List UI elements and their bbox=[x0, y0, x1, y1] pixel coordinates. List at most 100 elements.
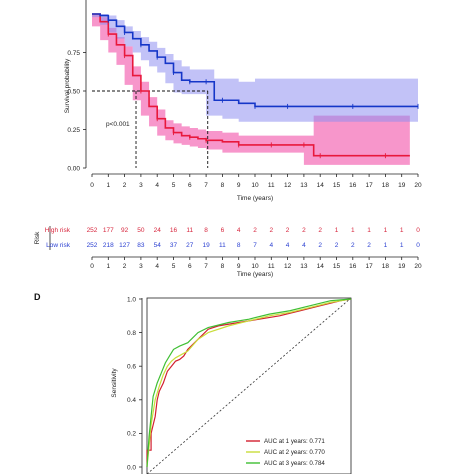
risk-x-tick-label: 17 bbox=[365, 263, 373, 270]
risk-cell: 177 bbox=[103, 227, 114, 234]
risk-cell: 4 bbox=[286, 242, 290, 249]
risk-x-tick-label: 4 bbox=[155, 263, 159, 270]
risk-x-tick-label: 20 bbox=[414, 263, 422, 270]
risk-cell: 7 bbox=[253, 242, 257, 249]
risk-cell: 27 bbox=[186, 242, 194, 249]
km-x-tick-label: 8 bbox=[221, 182, 225, 189]
risk-x-tick-label: 3 bbox=[139, 263, 143, 270]
risk-cell: 2 bbox=[318, 227, 322, 234]
risk-x-tick-label: 15 bbox=[333, 263, 341, 270]
roc-y-tick-label: 0.6 bbox=[127, 364, 136, 371]
km-y-tick-label: 0.00 bbox=[67, 165, 80, 172]
roc-curve-0 bbox=[146, 298, 352, 467]
risk-cell: 1 bbox=[384, 227, 388, 234]
risk-cell: 2 bbox=[318, 242, 322, 249]
risk-x-tick-label: 10 bbox=[251, 263, 259, 270]
risk-x-ticks: 0 1 2 3 4 5 6 7 8 9 10 11 12 13 14 15 16 17 18 19 20 bbox=[90, 257, 422, 270]
risk-x-tick-label: 19 bbox=[398, 263, 406, 270]
risk-cell: 4 bbox=[237, 227, 241, 234]
risk-cell: 16 bbox=[170, 227, 178, 234]
risk-cell: 252 bbox=[87, 227, 98, 234]
risk-x-tick-label: 11 bbox=[268, 263, 275, 270]
risk-cell: 1 bbox=[400, 227, 404, 234]
km-x-tick-label: 19 bbox=[398, 182, 406, 189]
risk-cell: 2 bbox=[302, 227, 306, 234]
risk-cell: 83 bbox=[137, 242, 145, 249]
roc-y-tick-label: 0.4 bbox=[127, 397, 136, 404]
roc-legend: AUC at 1 years: 0.771 AUC at 2 years: 0.7… bbox=[246, 438, 325, 467]
km-x-tick-label: 10 bbox=[251, 182, 259, 189]
risk-cell: 1 bbox=[384, 242, 388, 249]
roc-y-ticks: 0.0 0.2 0.4 0.6 0.8 1.0 bbox=[127, 296, 142, 471]
km-y-tick-label: 0.25 bbox=[67, 127, 80, 134]
risk-cell: 37 bbox=[170, 242, 178, 249]
risk-cell: 252 bbox=[87, 242, 98, 249]
panel-label-d: D bbox=[34, 292, 41, 302]
risk-x-axis-label: Time (years) bbox=[237, 271, 273, 278]
km-x-tick-label: 15 bbox=[333, 182, 341, 189]
roc-y-tick-label: 1.0 bbox=[127, 296, 136, 303]
risk-cell: 2 bbox=[253, 227, 257, 234]
km-x-tick-label: 14 bbox=[317, 182, 325, 189]
risk-x-tick-label: 16 bbox=[349, 263, 357, 270]
risk-cell: 1 bbox=[335, 227, 339, 234]
risk-cell: 50 bbox=[137, 227, 145, 234]
risk-cell: 2 bbox=[269, 227, 273, 234]
risk-row-label-low: Low risk bbox=[46, 242, 71, 249]
km-x-tick-label: 5 bbox=[172, 182, 176, 189]
km-x-tick-label: 1 bbox=[106, 182, 110, 189]
roc-y-tick-label: 0.8 bbox=[127, 330, 136, 337]
roc-plot-frame bbox=[146, 297, 352, 474]
risk-cell: 6 bbox=[221, 227, 225, 234]
risk-cell: 1 bbox=[367, 227, 371, 234]
roc-curve-2 bbox=[146, 298, 352, 468]
roc-curves bbox=[146, 298, 352, 468]
km-x-tick-label: 3 bbox=[139, 182, 143, 189]
km-x-tick-label: 0 bbox=[90, 182, 94, 189]
risk-cell: 0 bbox=[416, 242, 420, 249]
risk-cell: 11 bbox=[219, 242, 226, 249]
km-y-axis-label: Survival probability bbox=[64, 58, 71, 113]
risk-cell: 11 bbox=[186, 227, 193, 234]
km-median-lines bbox=[92, 90, 209, 168]
risk-y-axis-label: Risk bbox=[34, 231, 41, 244]
risk-row-label-high: High risk bbox=[45, 227, 71, 234]
risk-x-tick-label: 1 bbox=[106, 263, 110, 270]
risk-cell: 1 bbox=[400, 242, 404, 249]
km-x-tick-label: 18 bbox=[382, 182, 390, 189]
risk-x-tick-label: 14 bbox=[317, 263, 325, 270]
roc-legend-label-1: AUC at 2 years: 0.770 bbox=[264, 449, 325, 456]
km-x-tick-label: 17 bbox=[365, 182, 373, 189]
risk-x-tick-label: 2 bbox=[123, 263, 127, 270]
risk-x-tick-label: 7 bbox=[204, 263, 208, 270]
km-pvalue-annotation: p<0.001 bbox=[106, 121, 130, 128]
risk-cell: 92 bbox=[121, 227, 129, 234]
km-x-tick-label: 9 bbox=[237, 182, 241, 189]
risk-cell: 54 bbox=[154, 242, 162, 249]
km-x-tick-label: 12 bbox=[284, 182, 292, 189]
risk-cell: 8 bbox=[204, 227, 208, 234]
risk-x-tick-label: 9 bbox=[237, 263, 241, 270]
risk-cell: 8 bbox=[237, 242, 241, 249]
risk-cell: 2 bbox=[286, 227, 290, 234]
km-x-tick-label: 13 bbox=[300, 182, 308, 189]
risk-cell: 4 bbox=[302, 242, 306, 249]
risk-cell: 0 bbox=[416, 227, 420, 234]
km-x-tick-label: 16 bbox=[349, 182, 357, 189]
roc-legend-label-2: AUC at 3 years: 0.784 bbox=[264, 460, 325, 467]
roc-plot-axes: Sensitivity bbox=[111, 297, 352, 474]
risk-x-tick-label: 6 bbox=[188, 263, 192, 270]
km-y-ticks: 0.00 0.25 0.50 0.75 bbox=[67, 50, 86, 172]
roc-curve-1 bbox=[146, 298, 352, 468]
risk-cell: 2 bbox=[351, 242, 355, 249]
km-line-0 bbox=[92, 13, 410, 157]
km-x-tick-label: 2 bbox=[123, 182, 127, 189]
risk-cell: 19 bbox=[202, 242, 210, 249]
risk-cell: 127 bbox=[119, 242, 130, 249]
risk-x-tick-label: 0 bbox=[90, 263, 94, 270]
risk-cell: 2 bbox=[367, 242, 371, 249]
km-y-tick-label: 0.75 bbox=[67, 50, 80, 57]
risk-cell: 4 bbox=[269, 242, 273, 249]
